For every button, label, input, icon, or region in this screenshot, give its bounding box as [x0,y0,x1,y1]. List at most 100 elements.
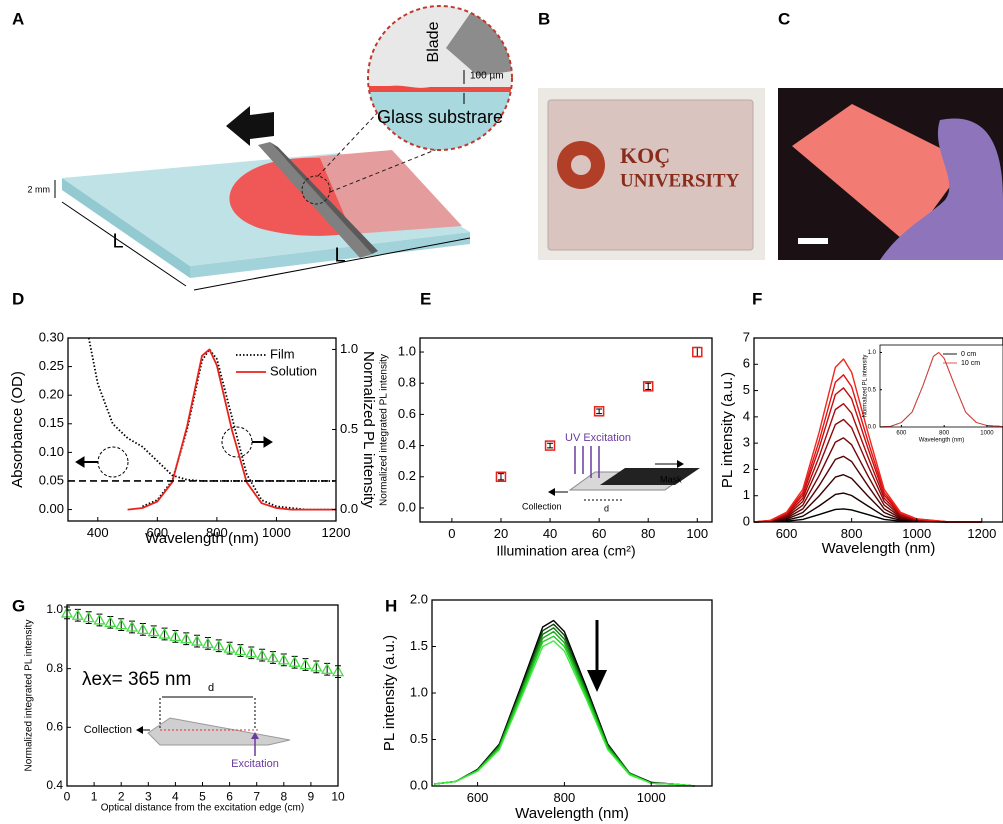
y-tick-label: 3 [743,435,750,450]
plot-frame [420,338,712,522]
x-axis-label: Wavelength (nm) [515,805,629,822]
x-tick-label: 800 [939,430,950,436]
legend-label: Solution [270,363,317,378]
legend-label: 10 cm [961,360,980,367]
y-tick-label: 2.0 [410,591,428,606]
legend-label: Film [270,346,295,361]
length-label: L [112,230,123,252]
x-tick-label: 1000 [637,790,666,805]
e-inset [548,446,700,500]
x-tick-label: 1000 [262,525,291,540]
panel-label: G [12,596,25,615]
y-tick-label: 0.15 [39,415,64,430]
legend-label: 0 cm [961,351,976,358]
inset-background [880,345,1003,427]
y-tick-label: 1.0 [410,684,428,699]
x-axis-label: Wavelength (nm) [919,438,964,444]
x-tick-label: 800 [554,790,576,805]
y-tick-label: 6 [743,356,750,371]
x-tick-label: 0 [448,526,455,541]
y-tick-label: 0.0 [410,777,428,792]
x-tick-label: 60 [592,526,606,541]
photo-c [778,88,1003,260]
y-axis-label: Normalized integrated PL intensity [379,354,390,506]
x-tick-label: 100 [686,526,708,541]
y-tick-label: 0 [743,513,750,528]
x-tick-label: 9 [308,790,315,804]
x-tick-label: 1 [91,790,98,804]
error-bar [596,409,602,414]
y-tick-label: 0.8 [398,375,416,390]
y-tick-label: 0.2 [398,468,416,483]
annotation: Mask [660,474,682,484]
y-axis-label: Normalized integrated PL intensity [24,620,35,772]
error-bar [645,383,651,389]
panel-label: H [385,596,397,615]
y-tick-label: 0.25 [39,358,64,373]
x-axis-label: Optical distance from the excitation edg… [101,803,304,814]
annotation: Collection [84,724,132,736]
x-axis-label: Illumination area (cm²) [496,543,635,559]
y-tick-label: 1.0 [398,343,416,358]
plot-frame [67,605,338,786]
panel-label: E [420,289,431,308]
x-tick-label: 600 [896,430,907,436]
panel-label: A [12,9,24,28]
y2-axis-label: Normalized PL intensity [360,351,377,509]
x-tick-label: 8 [280,790,287,804]
x-tick-label: 80 [641,526,655,541]
y-tick-label: 2 [743,461,750,476]
gap-label: 100 µm [470,71,504,82]
y-tick-label: 0.4 [398,437,416,452]
annotation: Collection [522,501,562,511]
blade-label: Blade [425,21,442,62]
x-tick-label: 2 [118,790,125,804]
y-tick-label: 1 [743,487,750,502]
y-tick-label: 0.05 [39,472,64,487]
x-tick-label: 1000 [980,430,994,436]
y-tick-label: 1.0 [868,350,877,356]
y-axis-label: PL intensity (a.u.) [381,635,398,751]
substrate-label: Glass substrare [377,107,503,127]
x-tick-label: 20 [494,526,508,541]
y2-tick-label: 0.0 [340,501,358,516]
x-tick-label: 10 [331,790,345,804]
photo-b: KOÇ UNIVERSITY [538,88,765,260]
x-tick-label: 1200 [967,526,996,541]
annotation: λex= 365 nm [82,669,191,690]
panel-label: F [752,289,762,308]
x-tick-label: 0 [64,790,71,804]
length-label: L [334,244,345,266]
thickness-label: 2 mm [28,184,51,194]
series-line [434,624,694,786]
g-inset [136,697,290,756]
y-tick-label: 0.0 [868,425,877,431]
y-tick-label: 0.10 [39,444,64,459]
x-tick-label: 600 [467,790,489,805]
x-tick-label: 4 [172,790,179,804]
series-line [434,621,694,787]
y-tick-label: 1.5 [410,638,428,653]
x-tick-label: 600 [776,526,798,541]
panel-label: B [538,9,550,28]
series-line [434,641,694,786]
logo-text: UNIVERSITY [620,170,740,191]
x-tick-label: 1000 [902,526,931,541]
x-tick-label: 800 [841,526,863,541]
logo [571,155,591,175]
y-tick-label: 0.5 [410,731,428,746]
annotation: d [604,503,609,513]
y-tick-label: 1.0 [46,602,63,616]
y-tick-label: 0.30 [39,329,64,344]
y2-tick-label: 1.0 [340,341,358,356]
y-tick-label: 5 [743,382,750,397]
y2-tick-label: 0.5 [340,421,358,436]
x-tick-label: 3 [145,790,152,804]
series-line [434,632,694,786]
x-tick-label: 6 [226,790,233,804]
scale-bar [798,238,828,244]
annotation: d [208,682,214,694]
y-axis-label: Normalized PL intensity [863,355,869,418]
x-tick-label: 5 [199,790,206,804]
plot-frame [432,600,712,786]
